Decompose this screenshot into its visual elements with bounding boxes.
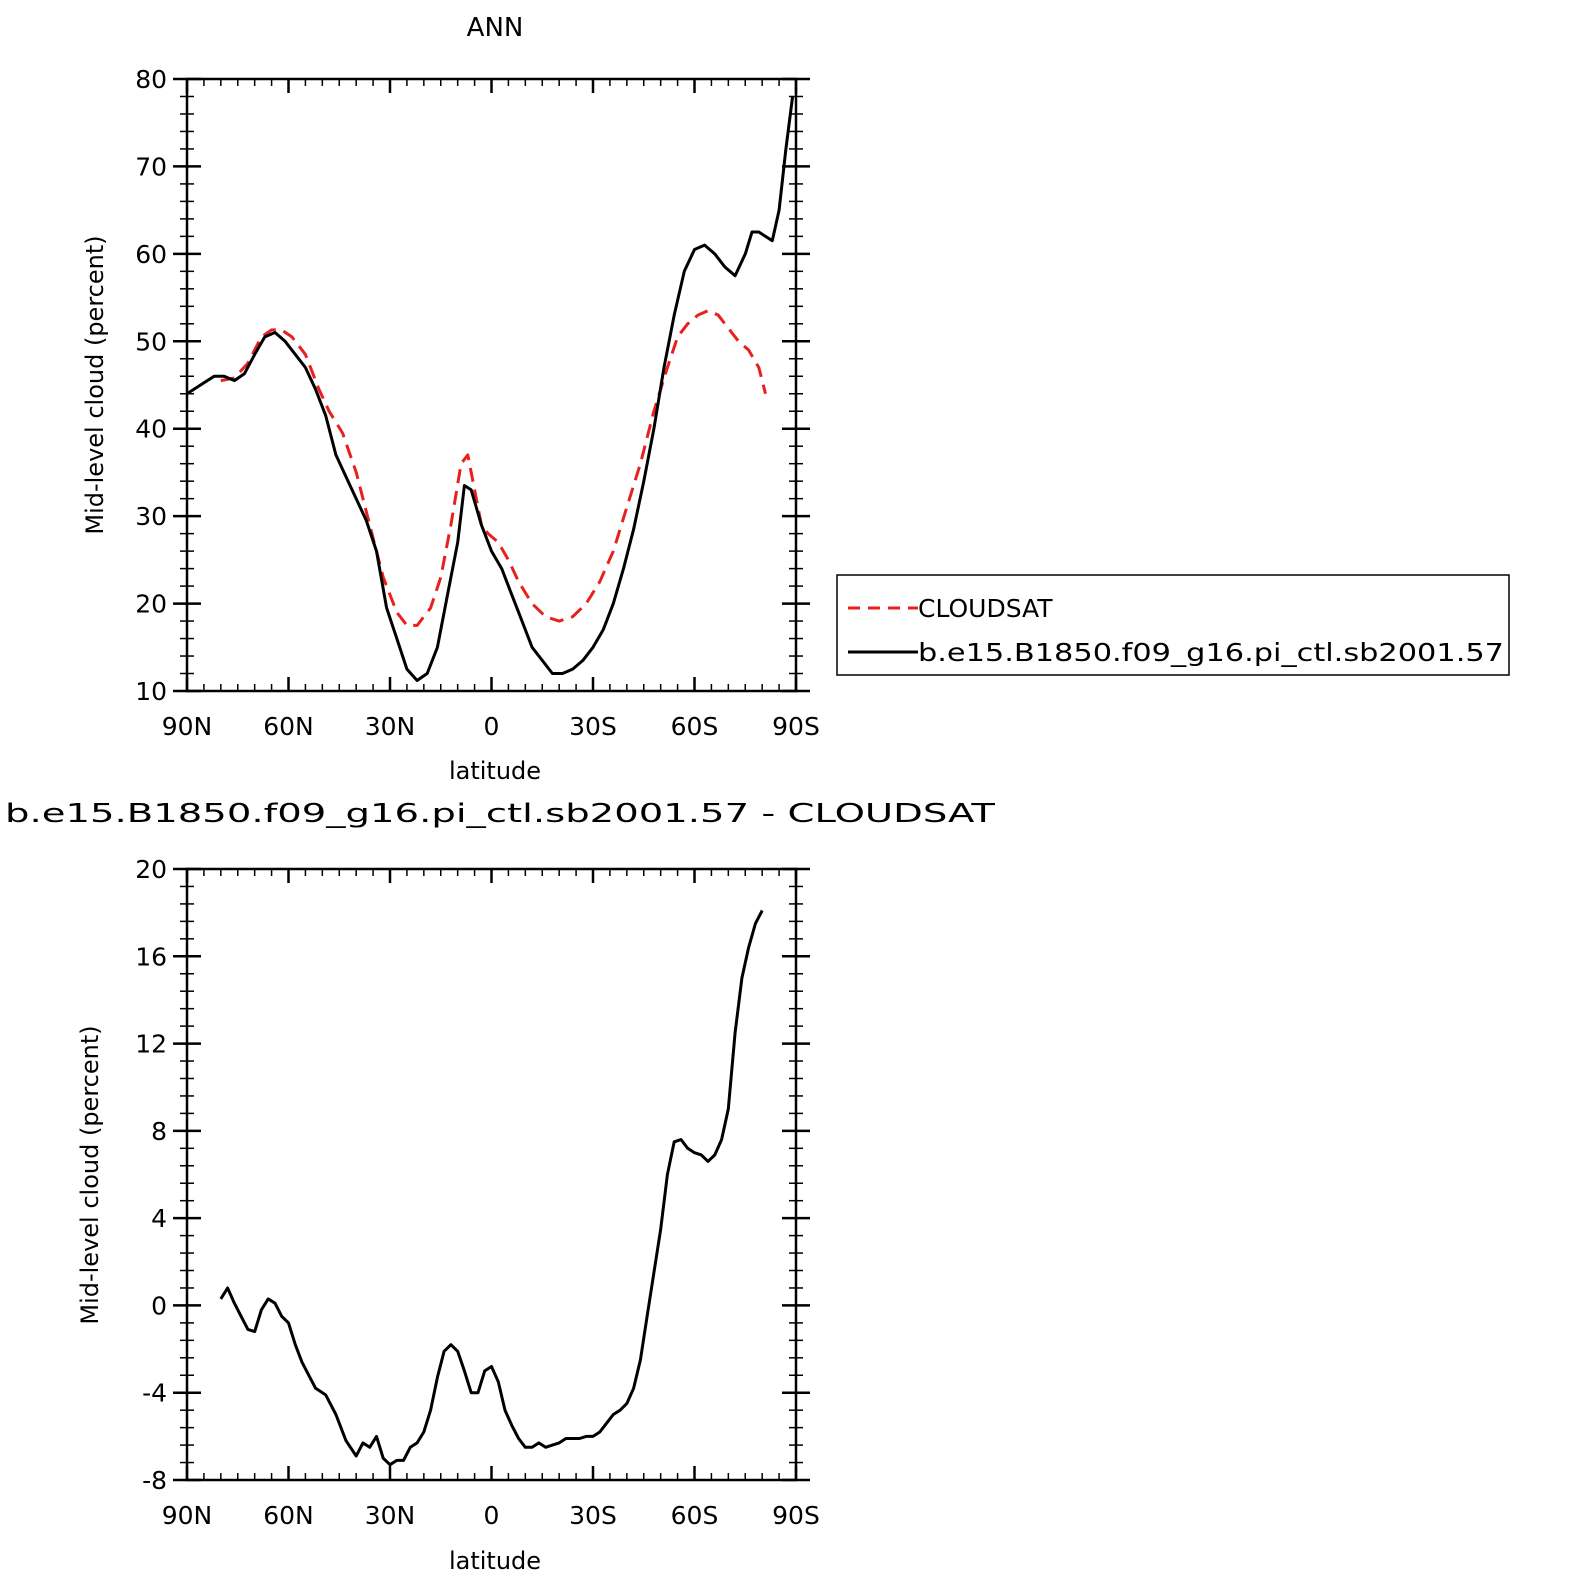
series-line-1-0: [219, 909, 764, 1467]
y-tick-label: 20: [135, 855, 167, 884]
series-line-0-0: [220, 309, 767, 627]
y-tick-label: -4: [142, 1379, 167, 1408]
bottom-chart-ticks: [173, 867, 810, 1482]
y-tick-label: 30: [135, 502, 167, 531]
y-tick-label: 12: [135, 1030, 167, 1059]
y-tick-label: 40: [135, 415, 167, 444]
bottom-plot-frame: [185, 867, 798, 1482]
x-tick-label: 60N: [263, 1501, 314, 1530]
y-tick-label: 50: [135, 327, 167, 356]
top-chart-panel: ANN 90N 60N 30N 0 30S 60S 90S1020304050607080 …: [81, 13, 820, 785]
bottom-chart-series: [219, 909, 764, 1467]
top-chart-tick-labels: 90N 60N 30N 0 30S 60S 90S 10 20 30 40 50 60 70 80: [135, 65, 820, 741]
top-chart-title: ANN: [467, 13, 524, 43]
bottom-y-axis-label: Mid-level cloud (percent): [76, 1025, 104, 1324]
y-tick-label: 80: [135, 65, 167, 94]
y-tick-label: 16: [135, 942, 167, 971]
top-plot-frame: [185, 77, 798, 693]
x-tick-label: 30N: [365, 1501, 416, 1530]
legend-model-label: b.e15.B1850.f09_g16.pi_ctl.sb2001.57: [918, 638, 1504, 667]
x-tick-label: 30S: [569, 1501, 617, 1530]
bottom-chart-title: b.e15.B1850.f09_g16.pi_ctl.sb2001.57 - C…: [5, 799, 995, 829]
top-chart-series: [186, 96, 795, 682]
y-tick-label: 8: [151, 1117, 167, 1146]
x-tick-label: 90S: [772, 712, 820, 741]
x-tick-label: 90N: [162, 1501, 213, 1530]
legend: CLOUDSAT b.e15.B1850.f09_g16.pi_ctl.sb20…: [836, 574, 1510, 676]
legend-box: [836, 574, 1510, 676]
x-tick-label: 60N: [263, 712, 314, 741]
legend-cloudsat-label: CLOUDSAT: [918, 594, 1053, 623]
y-tick-label: 10: [135, 677, 167, 706]
y-tick-label: 60: [135, 240, 167, 269]
x-tick-label: 60S: [671, 712, 719, 741]
x-tick-label: 30S: [569, 712, 617, 741]
x-tick-label: 60S: [671, 1501, 719, 1530]
x-tick-label: 0: [484, 712, 500, 741]
series-line-0-1: [186, 96, 795, 682]
y-tick-label: 20: [135, 590, 167, 619]
x-tick-label: 30N: [365, 712, 416, 741]
bottom-chart-panel: b.e15.B1850.f09_g16.pi_ctl.sb2001.57 - C…: [5, 799, 995, 1575]
x-tick-label: 0: [484, 1501, 500, 1530]
bottom-x-axis-label: latitude: [449, 1547, 541, 1575]
x-tick-label: 90S: [772, 1501, 820, 1530]
top-x-axis-label: latitude: [449, 757, 541, 785]
y-tick-label: -8: [142, 1466, 167, 1495]
bottom-chart-tick-labels: 90N 60N 30N 0 30S 60S 90S -8 -4 0 4 8 12 16 20: [135, 855, 820, 1530]
top-y-axis-label: Mid-level cloud (percent): [81, 235, 109, 534]
y-tick-label: 4: [151, 1204, 167, 1233]
y-tick-label: 70: [135, 152, 167, 181]
y-tick-label: 0: [151, 1291, 167, 1320]
x-tick-label: 90N: [162, 712, 213, 741]
top-chart-ticks: [173, 77, 810, 693]
